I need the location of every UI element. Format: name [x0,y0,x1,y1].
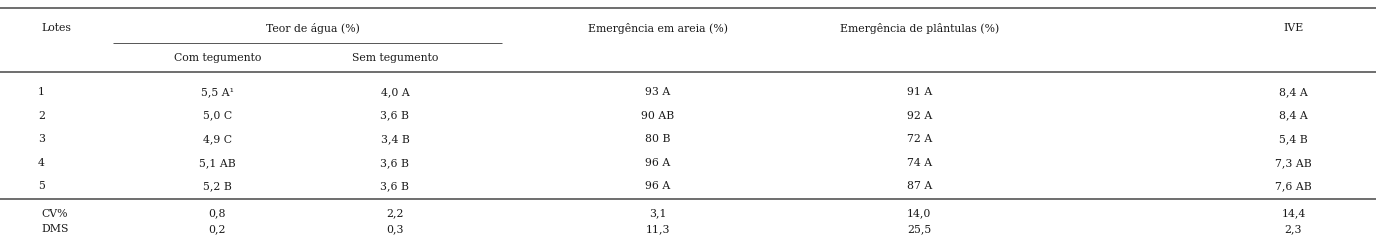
Text: Emergência de plântulas (%): Emergência de plântulas (%) [839,23,999,34]
Text: 5,4 B: 5,4 B [1280,134,1307,144]
Text: 74 A: 74 A [907,158,932,168]
Text: 1: 1 [37,87,45,97]
Text: 87 A: 87 A [907,181,932,191]
Text: 91 A: 91 A [907,87,932,97]
Text: 96 A: 96 A [645,181,670,191]
Text: 14,4: 14,4 [1281,209,1306,219]
Text: 25,5: 25,5 [907,224,932,234]
Text: 5: 5 [39,181,44,191]
Text: 5,1 AB: 5,1 AB [200,158,235,168]
Text: IVE: IVE [1284,23,1303,33]
Text: Lotes: Lotes [41,23,72,33]
Text: 3,6 B: 3,6 B [381,158,409,168]
Text: 3,4 B: 3,4 B [381,134,409,144]
Text: 3,6 B: 3,6 B [381,181,409,191]
Text: 80 B: 80 B [645,134,670,144]
Text: 3: 3 [37,134,45,144]
Text: 7,6 AB: 7,6 AB [1276,181,1311,191]
Text: 5,0 C: 5,0 C [202,111,233,121]
Text: 8,4 A: 8,4 A [1280,87,1307,97]
Text: Sem tegumento: Sem tegumento [352,53,438,63]
Text: 72 A: 72 A [907,134,932,144]
Text: 11,3: 11,3 [645,224,670,234]
Text: CV%: CV% [41,209,67,219]
Text: 90 AB: 90 AB [641,111,674,121]
Text: 96 A: 96 A [645,158,670,168]
Text: 92 A: 92 A [907,111,932,121]
Text: 4,9 C: 4,9 C [202,134,233,144]
Text: 0,2: 0,2 [209,224,226,234]
Text: 2,3: 2,3 [1285,224,1302,234]
Text: 5,2 B: 5,2 B [204,181,231,191]
Text: 14,0: 14,0 [907,209,932,219]
Text: Emergência em areia (%): Emergência em areia (%) [588,23,728,34]
Text: Teor de água (%): Teor de água (%) [266,23,361,34]
Text: 3,6 B: 3,6 B [381,111,409,121]
Text: 93 A: 93 A [645,87,670,97]
Text: 4: 4 [39,158,44,168]
Text: 5,5 A¹: 5,5 A¹ [201,87,234,97]
Text: 3,1: 3,1 [649,209,666,219]
Text: 2: 2 [37,111,45,121]
Text: 8,4 A: 8,4 A [1280,111,1307,121]
Text: 4,0 A: 4,0 A [381,87,409,97]
Text: 0,8: 0,8 [209,209,226,219]
Text: 7,3 AB: 7,3 AB [1276,158,1311,168]
Text: 0,3: 0,3 [387,224,403,234]
Text: 2,2: 2,2 [387,209,403,219]
Text: Com tegumento: Com tegumento [173,53,261,63]
Text: DMS: DMS [41,224,69,234]
